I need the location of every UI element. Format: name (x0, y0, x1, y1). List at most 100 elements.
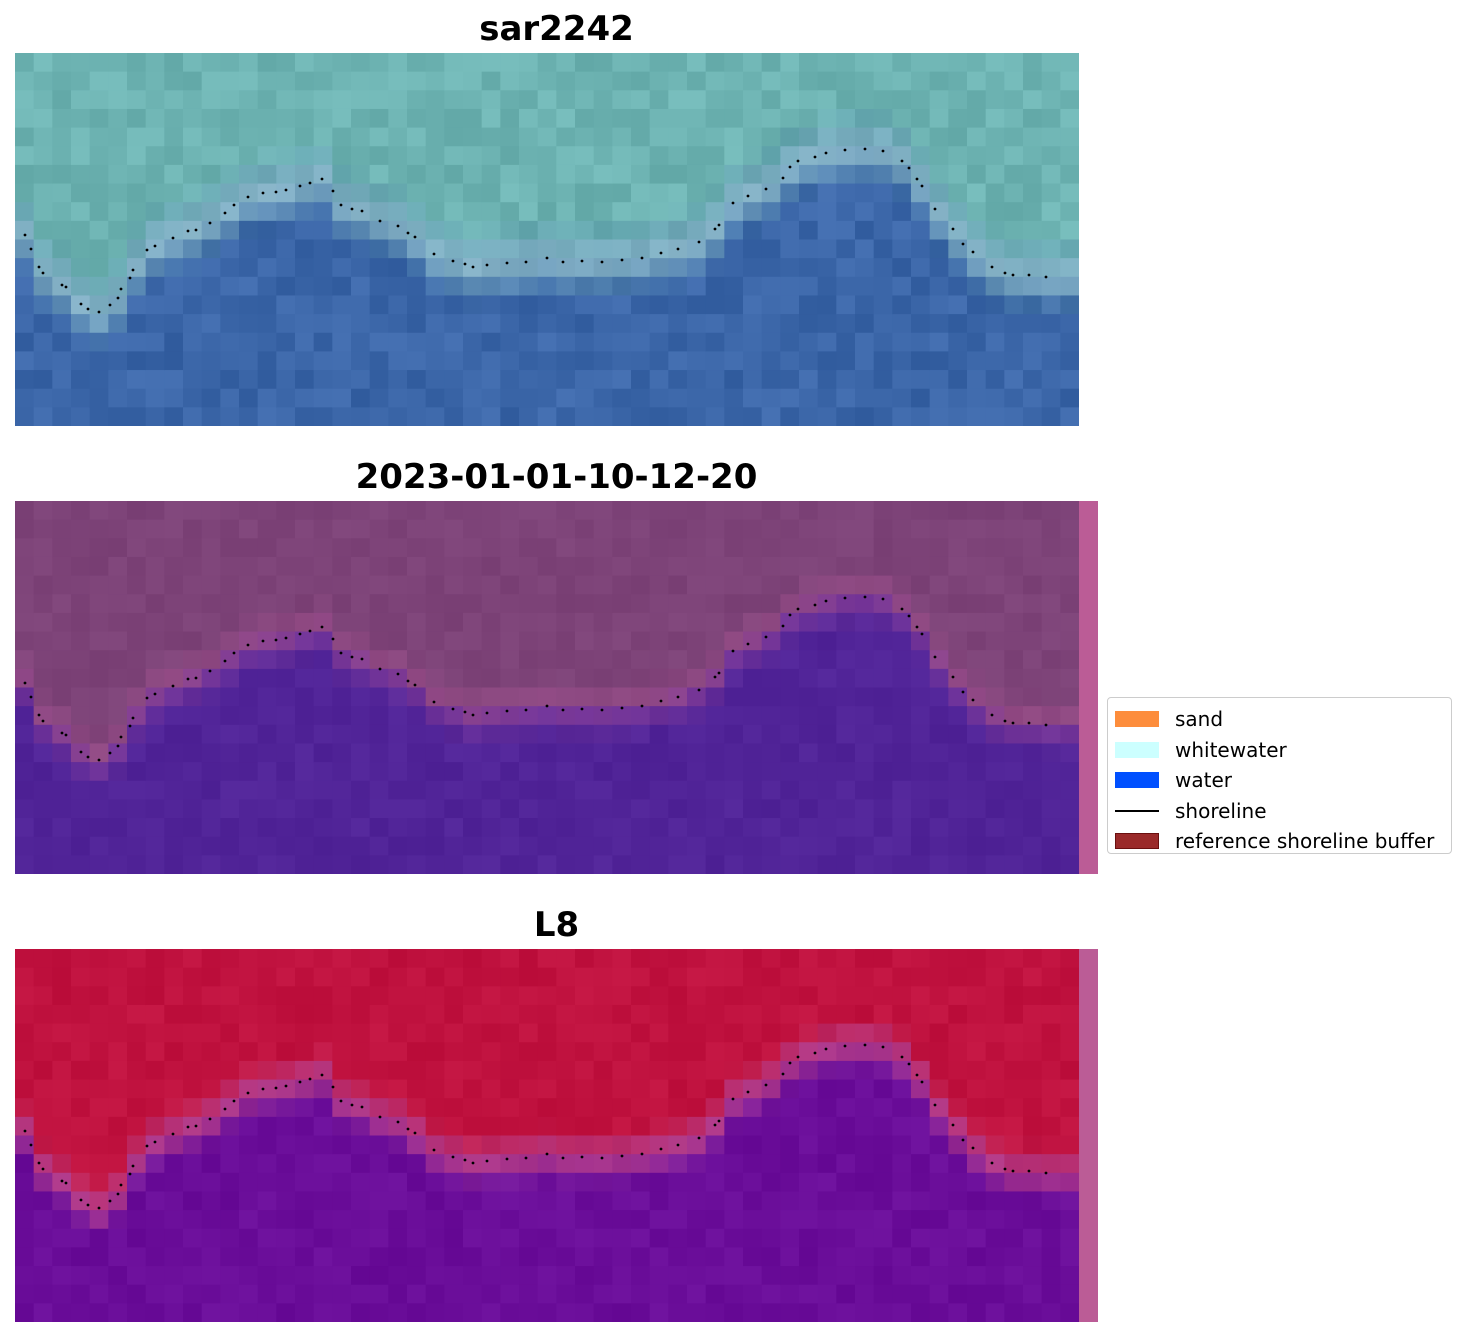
shoreline-point (23, 1129, 27, 1133)
rgb-satellite-image (15, 53, 1079, 426)
shoreline-point (108, 751, 112, 755)
shoreline-point (881, 1045, 885, 1049)
shoreline-point (788, 165, 792, 169)
shoreline-point (971, 1146, 975, 1150)
shoreline-point (907, 166, 911, 170)
shoreline-point (396, 224, 400, 228)
shoreline-point (713, 1123, 717, 1127)
shoreline-point (561, 1156, 565, 1160)
shoreline-point (746, 1090, 750, 1094)
shoreline-point (86, 755, 90, 759)
shoreline-point (145, 248, 149, 252)
shoreline-point (171, 236, 175, 240)
shoreline-point (378, 1115, 382, 1119)
shoreline-point (23, 681, 27, 685)
shoreline-point (1003, 1167, 1007, 1171)
shoreline-point (360, 209, 364, 213)
shoreline-point (863, 1043, 867, 1047)
legend-item-sand: sand (1108, 704, 1451, 735)
shoreline-point (298, 632, 302, 636)
shoreline-point (697, 240, 701, 244)
shoreline-point (284, 188, 288, 192)
shoreline-point (824, 1047, 828, 1051)
shoreline-point (907, 614, 911, 618)
buffer-strip (1079, 949, 1098, 1322)
shoreline-point (746, 194, 750, 198)
shoreline-point (298, 184, 302, 188)
shoreline-point (97, 758, 101, 762)
shoreline-point (640, 704, 644, 708)
shoreline-point (561, 260, 565, 264)
shoreline-point (186, 229, 190, 233)
shoreline-point (60, 283, 64, 287)
shoreline-point (246, 195, 250, 199)
shoreline-point (41, 1167, 45, 1171)
shoreline-point (600, 1156, 604, 1160)
shoreline-point (97, 310, 101, 314)
shoreline-point (545, 256, 549, 260)
shoreline-point (951, 227, 955, 231)
shoreline-point (208, 221, 212, 225)
shoreline-point (128, 1172, 132, 1176)
shoreline-point (524, 260, 528, 264)
shoreline-point (863, 147, 867, 151)
shoreline-point (116, 744, 120, 748)
shoreline-point (620, 258, 624, 262)
legend-item-whitewater: whitewater (1108, 735, 1451, 766)
shoreline-point (788, 613, 792, 617)
shoreline-point (796, 159, 800, 163)
shoreline-point (406, 231, 410, 235)
shoreline-point (920, 632, 924, 636)
shoreline-point (432, 700, 436, 704)
shoreline-point (79, 750, 83, 754)
shoreline-point (485, 711, 489, 715)
shoreline-point (194, 676, 198, 680)
shoreline-point (659, 1147, 663, 1151)
shoreline-point (41, 271, 45, 275)
shoreline-point (246, 643, 250, 647)
shoreline-point (796, 1055, 800, 1059)
shoreline-point (764, 635, 768, 639)
shoreline-point (131, 1164, 135, 1168)
shoreline-point (308, 181, 312, 185)
shoreline-point (413, 683, 417, 687)
shoreline-point (23, 233, 27, 237)
shoreline-point (1011, 1169, 1015, 1173)
shoreline-point (600, 260, 604, 264)
shoreline-point (961, 1138, 965, 1142)
shoreline-point (561, 708, 565, 712)
shoreline-point (116, 296, 120, 300)
shoreline-point (350, 655, 354, 659)
shoreline-point (781, 624, 785, 628)
shoreline-point (128, 276, 132, 280)
shoreline-point (406, 1127, 410, 1131)
shoreline-point (60, 731, 64, 735)
shoreline-point (813, 603, 817, 607)
shoreline-point (505, 709, 509, 713)
shoreline-point (79, 302, 83, 306)
shoreline-point (731, 1097, 735, 1101)
panel-title-date: 2023-01-01-10-12-20 (355, 457, 758, 497)
legend-item-reference-buffer: reference shoreline buffer (1108, 826, 1451, 857)
shoreline-point (308, 629, 312, 633)
legend: sand whitewater water shoreline referenc… (1107, 697, 1452, 854)
shoreline-point (186, 1125, 190, 1129)
shoreline-point (659, 699, 663, 703)
shoreline-point (284, 636, 288, 640)
sand-swatch (1115, 711, 1159, 728)
shoreline-point (1003, 271, 1007, 275)
shoreline-point (298, 1080, 302, 1084)
shoreline-point (223, 211, 227, 215)
shoreline-point (580, 259, 584, 263)
shoreline-point (764, 1083, 768, 1087)
shoreline-point (339, 203, 343, 207)
shoreline-point (640, 1152, 644, 1156)
shoreline-point (29, 247, 33, 251)
shoreline-point (824, 599, 828, 603)
legend-label: whitewater (1175, 737, 1287, 762)
shoreline-point (713, 675, 717, 679)
shoreline-point (29, 1143, 33, 1147)
shoreline-point (676, 1143, 680, 1147)
reference-buffer-swatch (1115, 833, 1159, 850)
legend-item-shoreline: shoreline (1108, 796, 1451, 827)
